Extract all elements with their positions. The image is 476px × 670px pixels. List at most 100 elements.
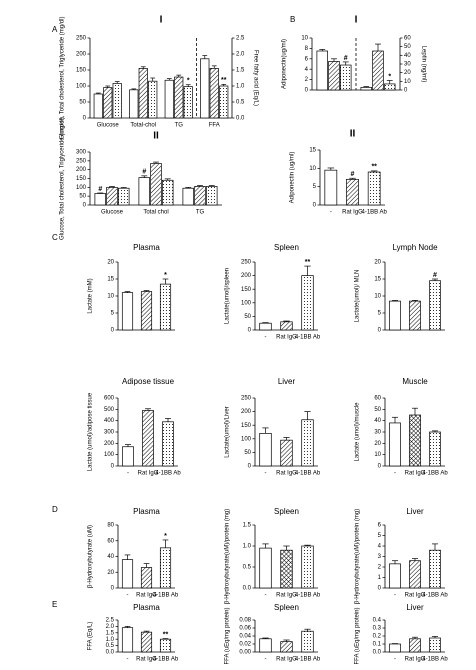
y-tick-label: 300 [76,150,87,156]
y-tick-label: 10 [301,36,308,42]
y-tick-label: 150 [241,423,252,429]
y-tick-label: 0.4 [373,618,382,624]
y-tick-label: 10 [309,166,316,172]
chart-title: Liver [406,507,424,516]
y-tick-label: 5 [378,311,382,317]
x-tick-label: 4-1BB Ab [153,657,179,663]
y-tick-label: 2.5 [106,618,115,624]
bar [409,300,421,331]
y-axis-label: β-Hydroxybutyrate(uM)/protein (mg) [225,509,231,604]
y-tick-label: 100 [76,84,87,90]
significance-note: # [98,186,102,193]
y-tick-label: 20 [107,570,114,576]
bar [106,186,118,206]
y-tick-label: 0 [305,88,309,94]
y-tick-label: 80 [107,523,114,529]
y-tick-label: 1.0 [106,637,115,643]
y-tick-label: 20 [374,441,381,447]
y-tick-label: 200 [241,409,252,415]
chart-title: II [153,131,159,142]
y-tick-label: 0.5 [243,565,252,571]
y2-tick-label: 2.5 [236,36,245,42]
y-tick-label: 600 [104,396,115,402]
chart-title: Adipose tissue [122,377,175,386]
x-tick-label: Rat IgG [138,471,159,477]
chart-title: II [350,129,356,140]
y-tick-label: 500 [104,407,115,413]
bar [429,280,441,331]
chart-title: Spleen [274,243,299,252]
y-tick-label: 100 [241,436,252,442]
x-tick-label: Glucose [97,123,120,129]
y-tick-label: 0 [313,203,317,209]
significance-note: * [164,272,167,279]
bar [162,421,174,467]
x-tick-label: Total chol [143,210,168,216]
x-tick-label: FFA [209,123,220,129]
y-tick-label: 150 [241,287,252,293]
bar [429,549,441,589]
panel-letter: E [52,600,57,609]
x-tick-label: TG [196,210,205,216]
significance-note: * [388,73,391,80]
bar [174,76,184,119]
y-axis-label: β-Hydroxybutyrate (uM) [88,525,94,588]
y-tick-label: 40 [374,418,381,424]
y-tick-label: 0 [111,328,115,334]
significance-note: * [187,78,190,85]
bar [150,163,162,206]
y-tick-label: 0.0 [373,650,382,656]
bar [259,638,272,653]
bar [301,275,314,331]
bar [183,86,193,119]
y-tick-label: 0.08 [239,618,251,624]
bar [389,563,401,589]
significance-note: ** [305,259,311,266]
bar [360,87,372,91]
y-tick-label: 200 [76,167,87,173]
y-tick-label: 10 [107,294,114,300]
chart-title: Plasma [133,243,160,252]
y-tick-label: 0 [248,328,252,334]
y-axis-label: Lactate (mM) [88,278,94,313]
y2-tick-label: 20 [404,70,411,76]
y-axis-label: FFA (uEq/mg protein) [225,607,231,664]
significance-note: ** [221,77,227,84]
y-tick-label: 50 [244,314,251,320]
y-tick-label: 5 [313,184,317,190]
y-tick-label: 0.00 [239,650,251,656]
x-tick-label: - [265,471,267,477]
y-tick-label: 100 [241,300,252,306]
y-tick-label: 15 [107,277,114,283]
bar [140,631,153,653]
y-axis-label: Glucose, Total cholesterol, Triglyceride… [60,17,66,140]
y-axis-label: Adiponectin (ug/ml) [290,152,296,204]
y-tick-label: 150 [76,176,87,182]
bar [301,419,314,467]
bar [429,637,441,653]
y-axis-label: FFA (uEq/mg protein) [355,607,361,664]
x-tick-label: Rat IgG [405,471,426,477]
y-tick-label: 2 [305,77,309,83]
y-tick-label: 200 [241,273,252,279]
chart-title: I [355,15,358,26]
bar [328,61,340,91]
y2-tick-label: 0.5 [236,100,245,106]
significance-note: ** [163,631,169,638]
bar [121,292,134,331]
bar [209,68,219,119]
x-tick-label: Rat IgG [276,657,297,663]
x-tick-label: Glucose [101,210,124,216]
y-tick-label: 250 [241,396,252,402]
y-tick-label: 0.02 [239,642,251,648]
y-tick-label: 0.1 [373,642,382,648]
panel-letter: B [290,15,295,24]
bar [259,547,272,589]
y-tick-label: 6 [378,523,382,529]
bar [182,187,194,206]
x-tick-label: 4-1BB Ab [155,471,181,477]
bar [121,559,134,589]
x-tick-label: Total-chol [130,123,156,129]
y-tick-label: 40 [107,554,114,560]
